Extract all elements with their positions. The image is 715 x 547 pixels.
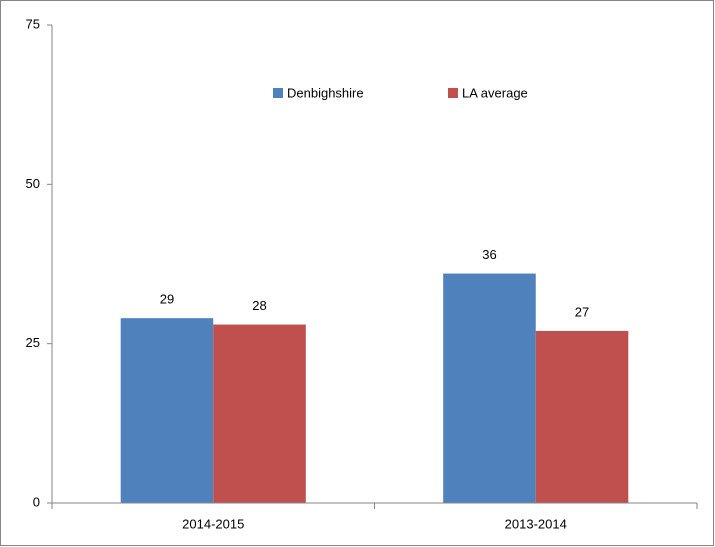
bar (535, 330, 629, 503)
bar (443, 273, 536, 503)
legend-swatch (273, 88, 283, 98)
bar (120, 318, 214, 503)
x-tick-label: 2014-2015 (182, 516, 244, 531)
y-tick-label: 0 (33, 494, 40, 509)
data-label: 27 (575, 304, 589, 319)
legend-label: Denbighshire (287, 85, 364, 100)
y-tick-label: 75 (26, 16, 40, 31)
data-label: 29 (160, 292, 174, 307)
y-tick-label: 25 (26, 335, 40, 350)
y-tick-label: 50 (26, 176, 40, 191)
legend-label: LA average (462, 85, 528, 100)
data-label: 28 (252, 298, 266, 313)
legend-swatch (448, 88, 458, 98)
bar (213, 324, 306, 503)
data-label: 36 (482, 247, 496, 262)
x-tick-label: 2013-2014 (505, 516, 567, 531)
